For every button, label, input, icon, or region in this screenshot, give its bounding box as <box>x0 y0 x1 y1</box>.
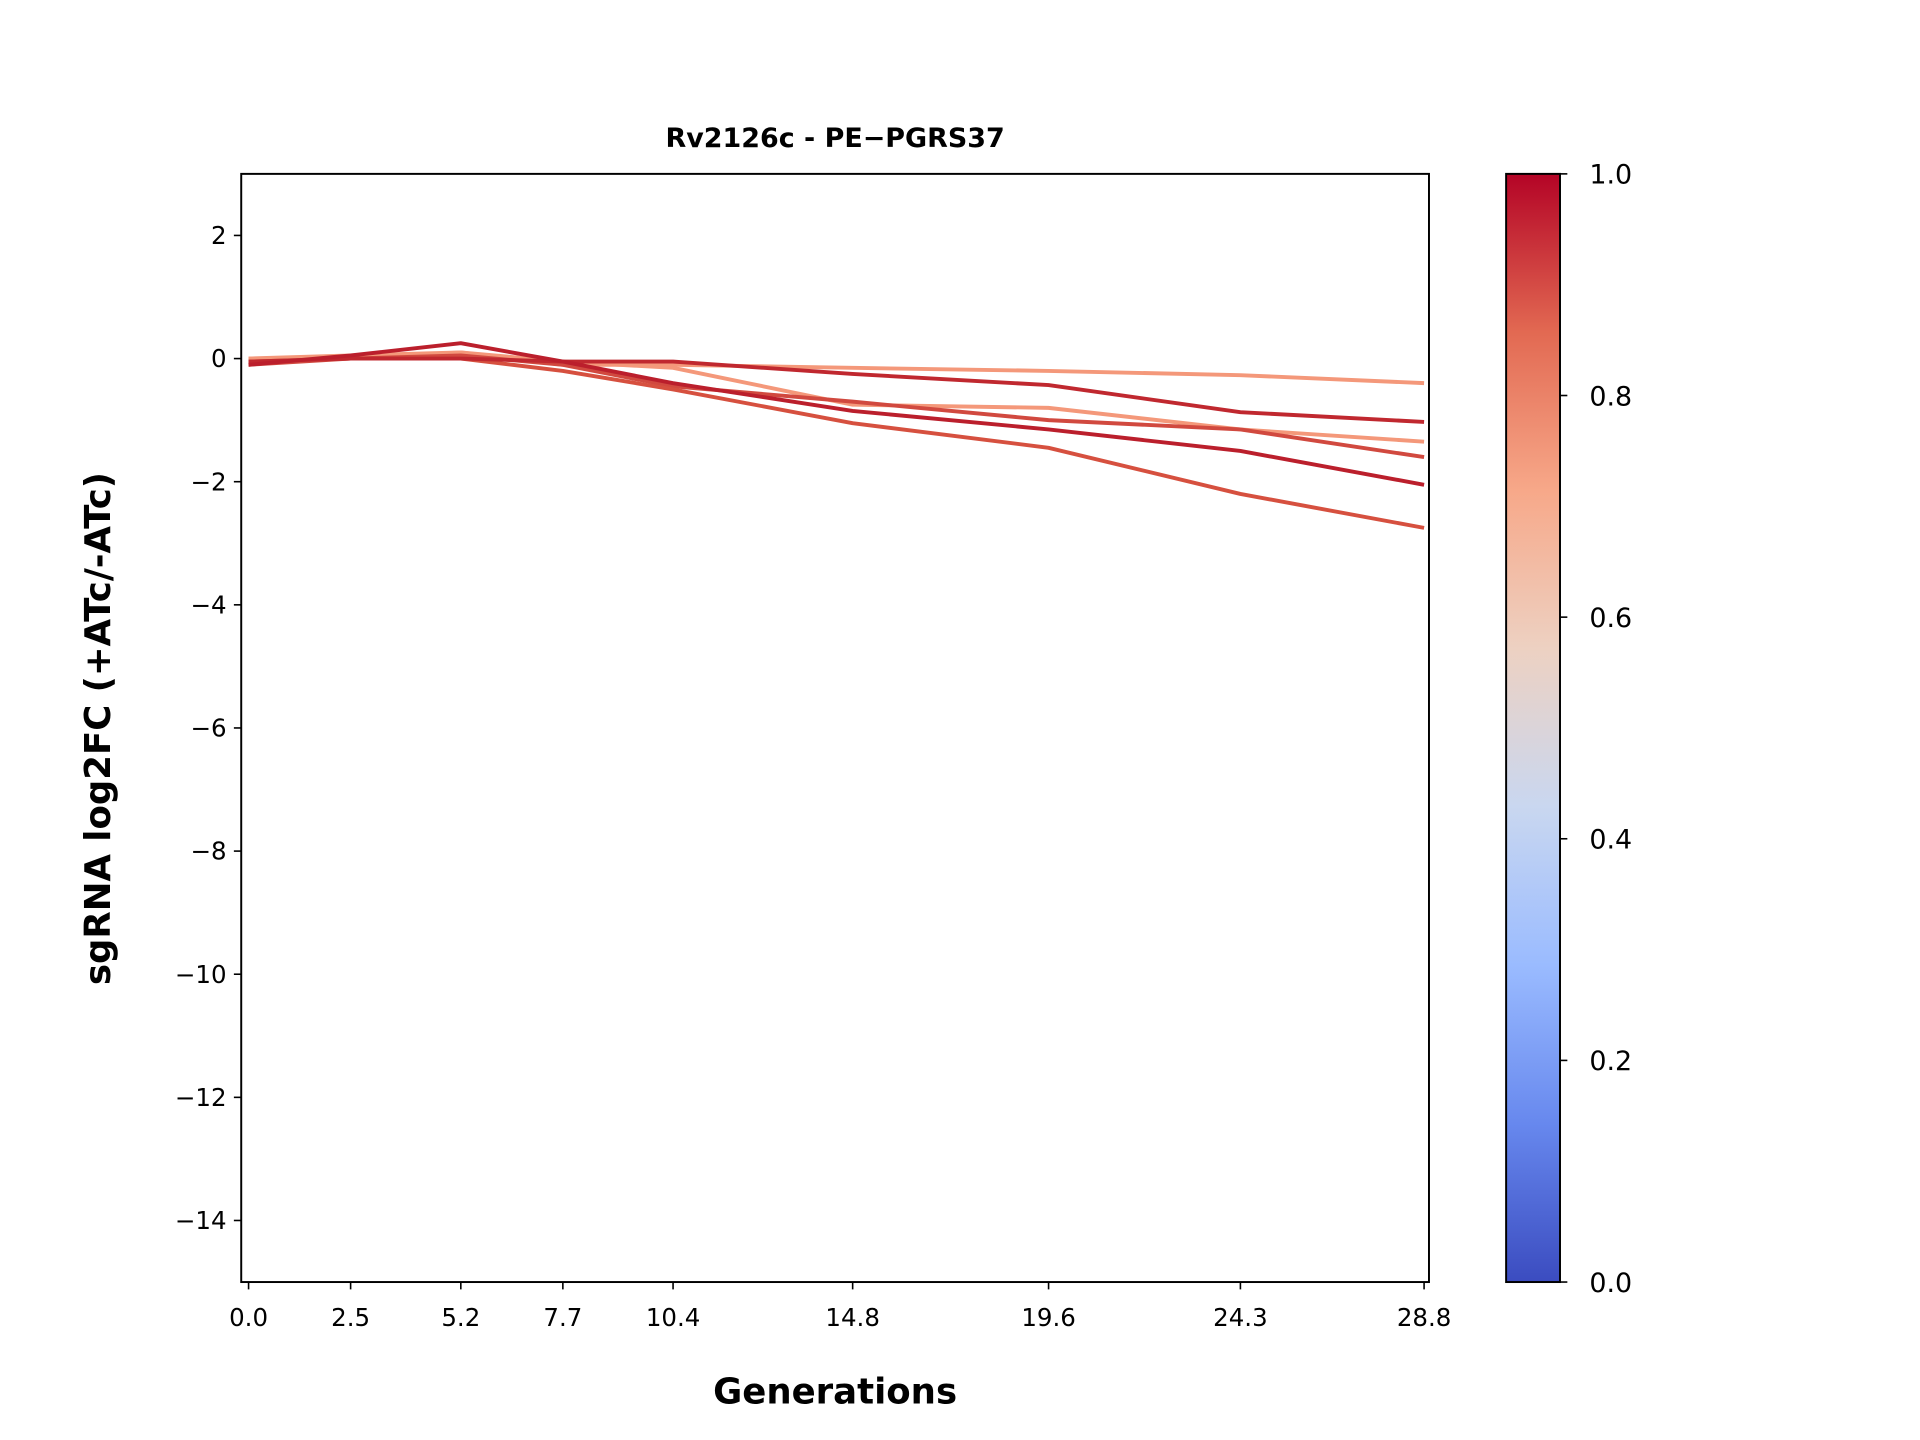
colorbar-axis: 0.0 0.2 0.4 0.6 0.8 1.0 <box>1560 160 1632 1299</box>
plot-area <box>248 341 1425 530</box>
y-tick-label: −6 <box>190 714 226 743</box>
series-line-4 <box>248 356 1425 530</box>
y-tick-label: −14 <box>175 1206 227 1235</box>
axes-frame <box>240 172 1430 1284</box>
y-tick-label: −4 <box>190 590 226 619</box>
colorbar-tick-label: 0.8 <box>1589 381 1632 412</box>
colorbar-tick-label: 0.4 <box>1589 825 1632 856</box>
x-tick-label: 2.5 <box>331 1303 370 1332</box>
y-tick-label: −2 <box>190 467 226 496</box>
y-tick-label: −12 <box>175 1083 227 1112</box>
chart-title: Rv2126c - PE−PGRS37 <box>666 123 1005 154</box>
x-tick-label: 14.8 <box>825 1303 879 1332</box>
y-axis: 2 0 −2 −4 −6 −8 −10 −12 −14 <box>175 221 242 1235</box>
colorbar <box>1505 172 1561 1284</box>
colorbar-tick-label: 1.0 <box>1589 160 1632 191</box>
y-tick-label: −10 <box>175 960 227 989</box>
series-line-2 <box>248 350 1425 444</box>
x-tick-label: 0.0 <box>229 1303 268 1332</box>
colorbar-tick-label: 0.0 <box>1589 1268 1632 1299</box>
x-tick-label: 28.8 <box>1397 1303 1451 1332</box>
series-line-5 <box>248 356 1425 424</box>
x-axis-label: Generations <box>713 1371 957 1412</box>
series-line-6 <box>248 341 1425 487</box>
y-tick-label: −8 <box>190 837 226 866</box>
x-tick-label: 5.2 <box>441 1303 480 1332</box>
y-tick-label: 2 <box>211 221 227 250</box>
colorbar-tick-label: 0.6 <box>1589 603 1632 634</box>
x-tick-label: 19.6 <box>1021 1303 1075 1332</box>
x-axis: 0.0 2.5 5.2 7.7 10.4 14.8 19.6 24.3 28.8 <box>229 1282 1451 1332</box>
x-tick-label: 10.4 <box>646 1303 700 1332</box>
colorbar-tick-label: 0.2 <box>1589 1046 1632 1077</box>
y-axis-label: sgRNA log2FC (+ATc/-ATc) <box>78 472 119 985</box>
x-tick-label: 7.7 <box>543 1303 582 1332</box>
x-tick-label: 24.3 <box>1213 1303 1267 1332</box>
y-tick-label: 0 <box>211 344 227 373</box>
series-line-3 <box>248 353 1425 460</box>
